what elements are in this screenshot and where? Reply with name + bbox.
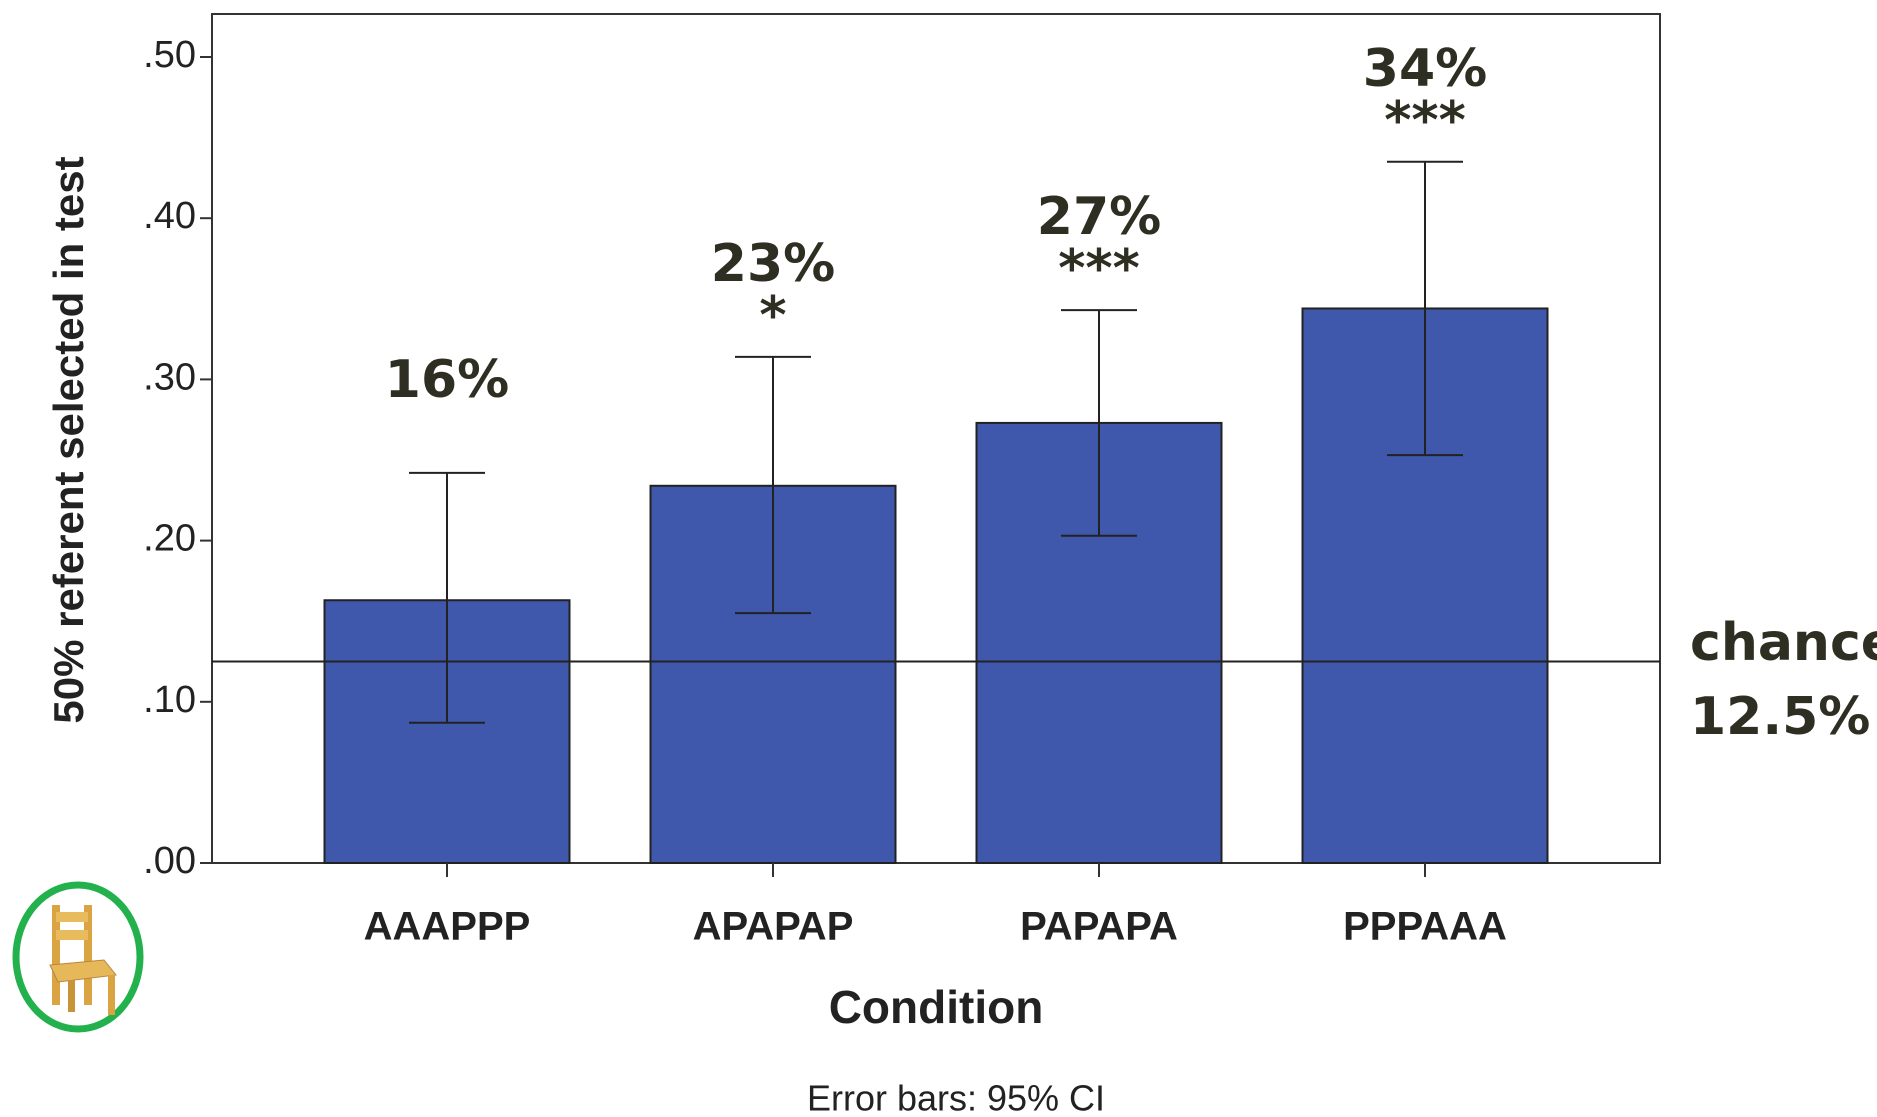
- y-tick-label: .30: [143, 356, 196, 398]
- y-tick-label: .40: [143, 195, 196, 237]
- x-axis-label: Condition: [829, 981, 1044, 1033]
- reference-label: chance: [1690, 613, 1877, 673]
- value-label: 27%: [1037, 187, 1161, 247]
- value-label: 16%: [385, 350, 509, 410]
- x-tick-label: APAPAP: [693, 905, 854, 949]
- y-tick-label: .50: [143, 34, 196, 76]
- x-tick-label: PAPAPA: [1020, 905, 1178, 949]
- y-tick-label: .00: [143, 840, 196, 882]
- reference-label: 12.5%: [1690, 687, 1870, 747]
- value-label: 23%: [711, 234, 835, 294]
- chart: 50% referent selected in test Condition …: [0, 0, 1877, 1117]
- x-tick-label: PPPAAA: [1343, 905, 1507, 949]
- chair-icon: [16, 885, 140, 1029]
- value-label: 34%: [1363, 39, 1487, 99]
- significance: ***: [1384, 91, 1466, 151]
- significance: *: [759, 286, 786, 346]
- footnote: Error bars: 95% CI: [807, 1078, 1105, 1117]
- x-tick-label: AAAPPP: [364, 905, 531, 949]
- y-axis-label: 50% referent selected in test: [45, 156, 92, 723]
- y-tick-label: .20: [143, 518, 196, 560]
- y-tick-label: .10: [143, 679, 196, 721]
- significance: ***: [1058, 239, 1140, 299]
